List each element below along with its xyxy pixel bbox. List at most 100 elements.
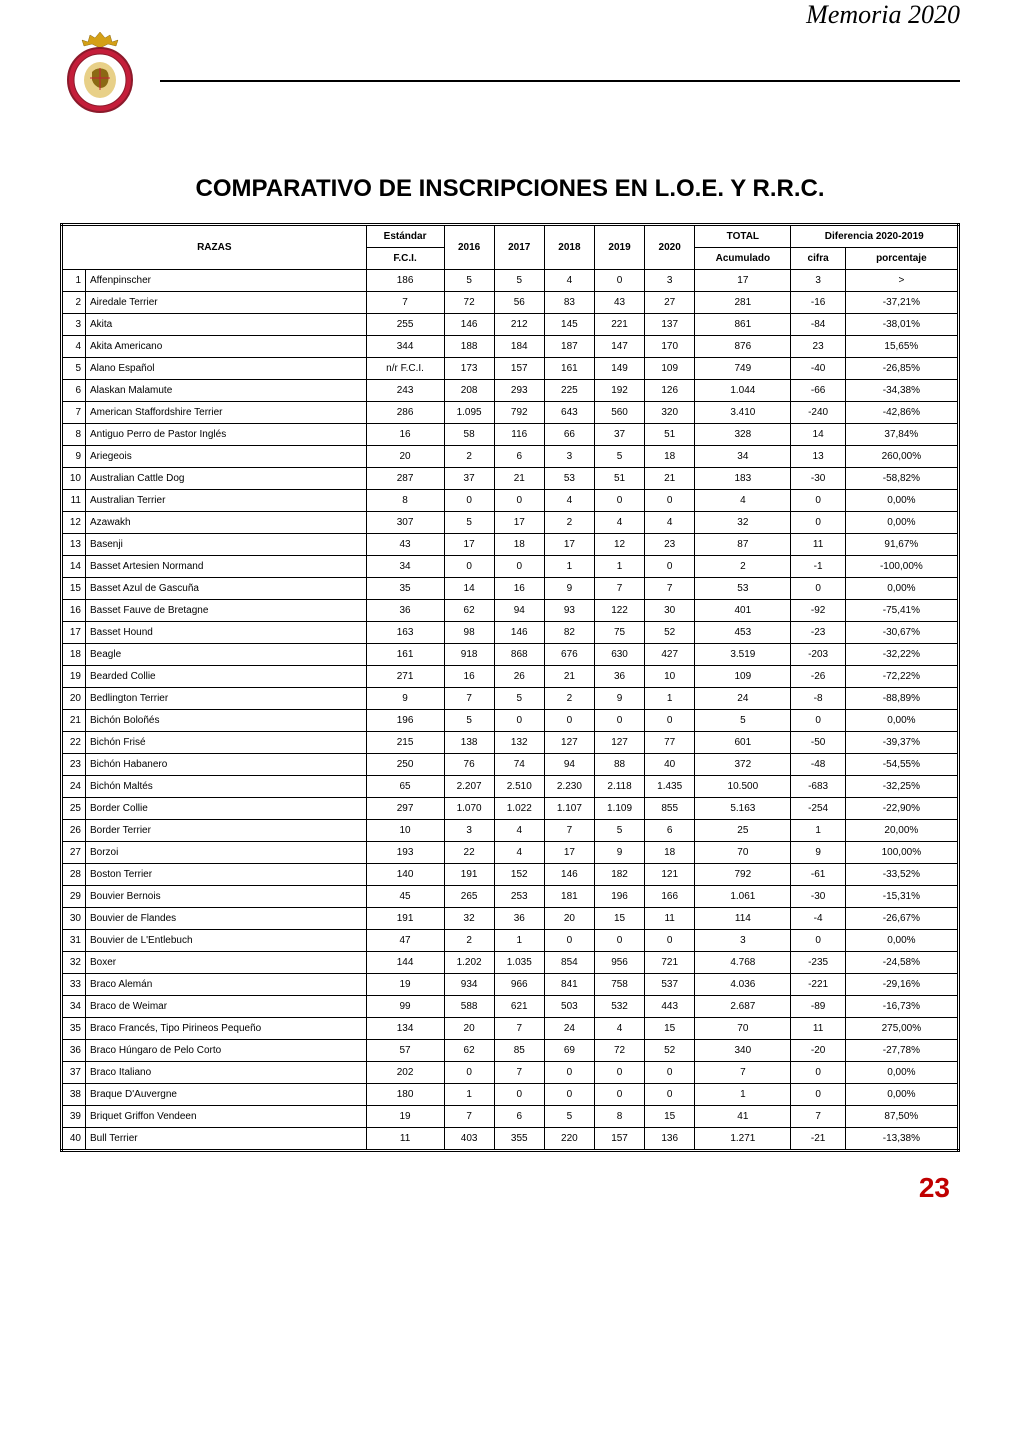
cell-2019: 75 xyxy=(594,622,644,644)
cell-2016: 0 xyxy=(444,1062,494,1084)
cell-2018: 4 xyxy=(544,490,594,512)
cell-2017: 56 xyxy=(494,292,544,314)
cell-fci: 307 xyxy=(366,512,444,534)
cell-pct: -38,01% xyxy=(845,314,958,336)
cell-2020: 0 xyxy=(645,930,695,952)
table-row: 12Azawakh3075172443200,00% xyxy=(62,512,959,534)
cell-2019: 192 xyxy=(594,380,644,402)
cell-cifra: 0 xyxy=(791,490,845,512)
cell-raza: Bouvier de L'Entlebuch xyxy=(86,930,367,952)
cell-cifra: 0 xyxy=(791,930,845,952)
cell-2018: 66 xyxy=(544,424,594,446)
cell-fci: 202 xyxy=(366,1062,444,1084)
table-row: 31Bouvier de L'Entlebuch4721000300,00% xyxy=(62,930,959,952)
cell-fci: 8 xyxy=(366,490,444,512)
cell-total: 24 xyxy=(695,688,791,710)
cell-total: 453 xyxy=(695,622,791,644)
cell-2016: 1.095 xyxy=(444,402,494,424)
cell-2016: 7 xyxy=(444,688,494,710)
table-row: 36Braco Húngaro de Pelo Corto57628569725… xyxy=(62,1040,959,1062)
cell-fci: 193 xyxy=(366,842,444,864)
cell-2019: 149 xyxy=(594,358,644,380)
cell-2020: 23 xyxy=(645,534,695,556)
cell-fci: 35 xyxy=(366,578,444,600)
cell-fci: 271 xyxy=(366,666,444,688)
cell-2017: 36 xyxy=(494,908,544,930)
cell-2016: 5 xyxy=(444,512,494,534)
cell-cifra: -221 xyxy=(791,974,845,996)
cell-fci: 191 xyxy=(366,908,444,930)
cell-raza: Braco Italiano xyxy=(86,1062,367,1084)
cell-2019: 1 xyxy=(594,556,644,578)
cell-total: 1 xyxy=(695,1084,791,1106)
table-row: 22Bichón Frisé21513813212712777601-50-39… xyxy=(62,732,959,754)
cell-2019: 196 xyxy=(594,886,644,908)
cell-total: 328 xyxy=(695,424,791,446)
cell-fci: 11 xyxy=(366,1128,444,1151)
cell-raza: Basset Artesien Normand xyxy=(86,556,367,578)
cell-num: 27 xyxy=(62,842,86,864)
cell-fci: 7 xyxy=(366,292,444,314)
organization-logo xyxy=(60,30,140,125)
cell-pct: 0,00% xyxy=(845,490,958,512)
cell-pct: -37,21% xyxy=(845,292,958,314)
cell-num: 30 xyxy=(62,908,86,930)
cell-2020: 6 xyxy=(645,820,695,842)
cell-fci: 10 xyxy=(366,820,444,842)
cell-2020: 537 xyxy=(645,974,695,996)
cell-total: 340 xyxy=(695,1040,791,1062)
cell-2019: 36 xyxy=(594,666,644,688)
cell-2020: 170 xyxy=(645,336,695,358)
cell-2017: 0 xyxy=(494,710,544,732)
table-row: 18Beagle1619188686766304273.519-203-32,2… xyxy=(62,644,959,666)
table-row: 21Bichón Boloñés19650000500,00% xyxy=(62,710,959,732)
cell-2020: 0 xyxy=(645,556,695,578)
cell-num: 3 xyxy=(62,314,86,336)
cell-2020: 855 xyxy=(645,798,695,820)
cell-2019: 0 xyxy=(594,1062,644,1084)
cell-2018: 24 xyxy=(544,1018,594,1040)
cell-fci: 47 xyxy=(366,930,444,952)
cell-raza: Australian Cattle Dog xyxy=(86,468,367,490)
cell-raza: American Staffordshire Terrier xyxy=(86,402,367,424)
cell-2016: 32 xyxy=(444,908,494,930)
cell-num: 6 xyxy=(62,380,86,402)
cell-2016: 934 xyxy=(444,974,494,996)
cell-2019: 12 xyxy=(594,534,644,556)
cell-2016: 173 xyxy=(444,358,494,380)
cell-num: 8 xyxy=(62,424,86,446)
cell-2017: 868 xyxy=(494,644,544,666)
cell-num: 37 xyxy=(62,1062,86,1084)
cell-2017: 152 xyxy=(494,864,544,886)
table-row: 34Braco de Weimar995886215035324432.687-… xyxy=(62,996,959,1018)
cell-fci: 57 xyxy=(366,1040,444,1062)
cell-2018: 145 xyxy=(544,314,594,336)
cell-2020: 4 xyxy=(645,512,695,534)
table-body: 1Affenpinscher18655403173>2Airedale Terr… xyxy=(62,270,959,1151)
cell-2020: 0 xyxy=(645,1084,695,1106)
table-row: 30Bouvier de Flandes1913236201511114-4-2… xyxy=(62,908,959,930)
cell-2016: 22 xyxy=(444,842,494,864)
cell-num: 11 xyxy=(62,490,86,512)
cell-pct: -30,67% xyxy=(845,622,958,644)
cell-2019: 4 xyxy=(594,512,644,534)
cell-2020: 40 xyxy=(645,754,695,776)
cell-total: 2.687 xyxy=(695,996,791,1018)
cell-2016: 17 xyxy=(444,534,494,556)
cell-fci: 34 xyxy=(366,556,444,578)
cell-total: 109 xyxy=(695,666,791,688)
header-divider xyxy=(160,80,960,82)
cell-2018: 0 xyxy=(544,1084,594,1106)
cell-fci: 215 xyxy=(366,732,444,754)
cell-2016: 1 xyxy=(444,1084,494,1106)
cell-2018: 2.230 xyxy=(544,776,594,798)
cell-2018: 2 xyxy=(544,688,594,710)
cell-total: 3 xyxy=(695,930,791,952)
table-row: 19Bearded Collie2711626213610109-26-72,2… xyxy=(62,666,959,688)
cell-cifra: 0 xyxy=(791,578,845,600)
table-row: 28Boston Terrier140191152146182121792-61… xyxy=(62,864,959,886)
cell-2020: 137 xyxy=(645,314,695,336)
cell-2019: 7 xyxy=(594,578,644,600)
cell-2017: 6 xyxy=(494,446,544,468)
cell-2017: 355 xyxy=(494,1128,544,1151)
